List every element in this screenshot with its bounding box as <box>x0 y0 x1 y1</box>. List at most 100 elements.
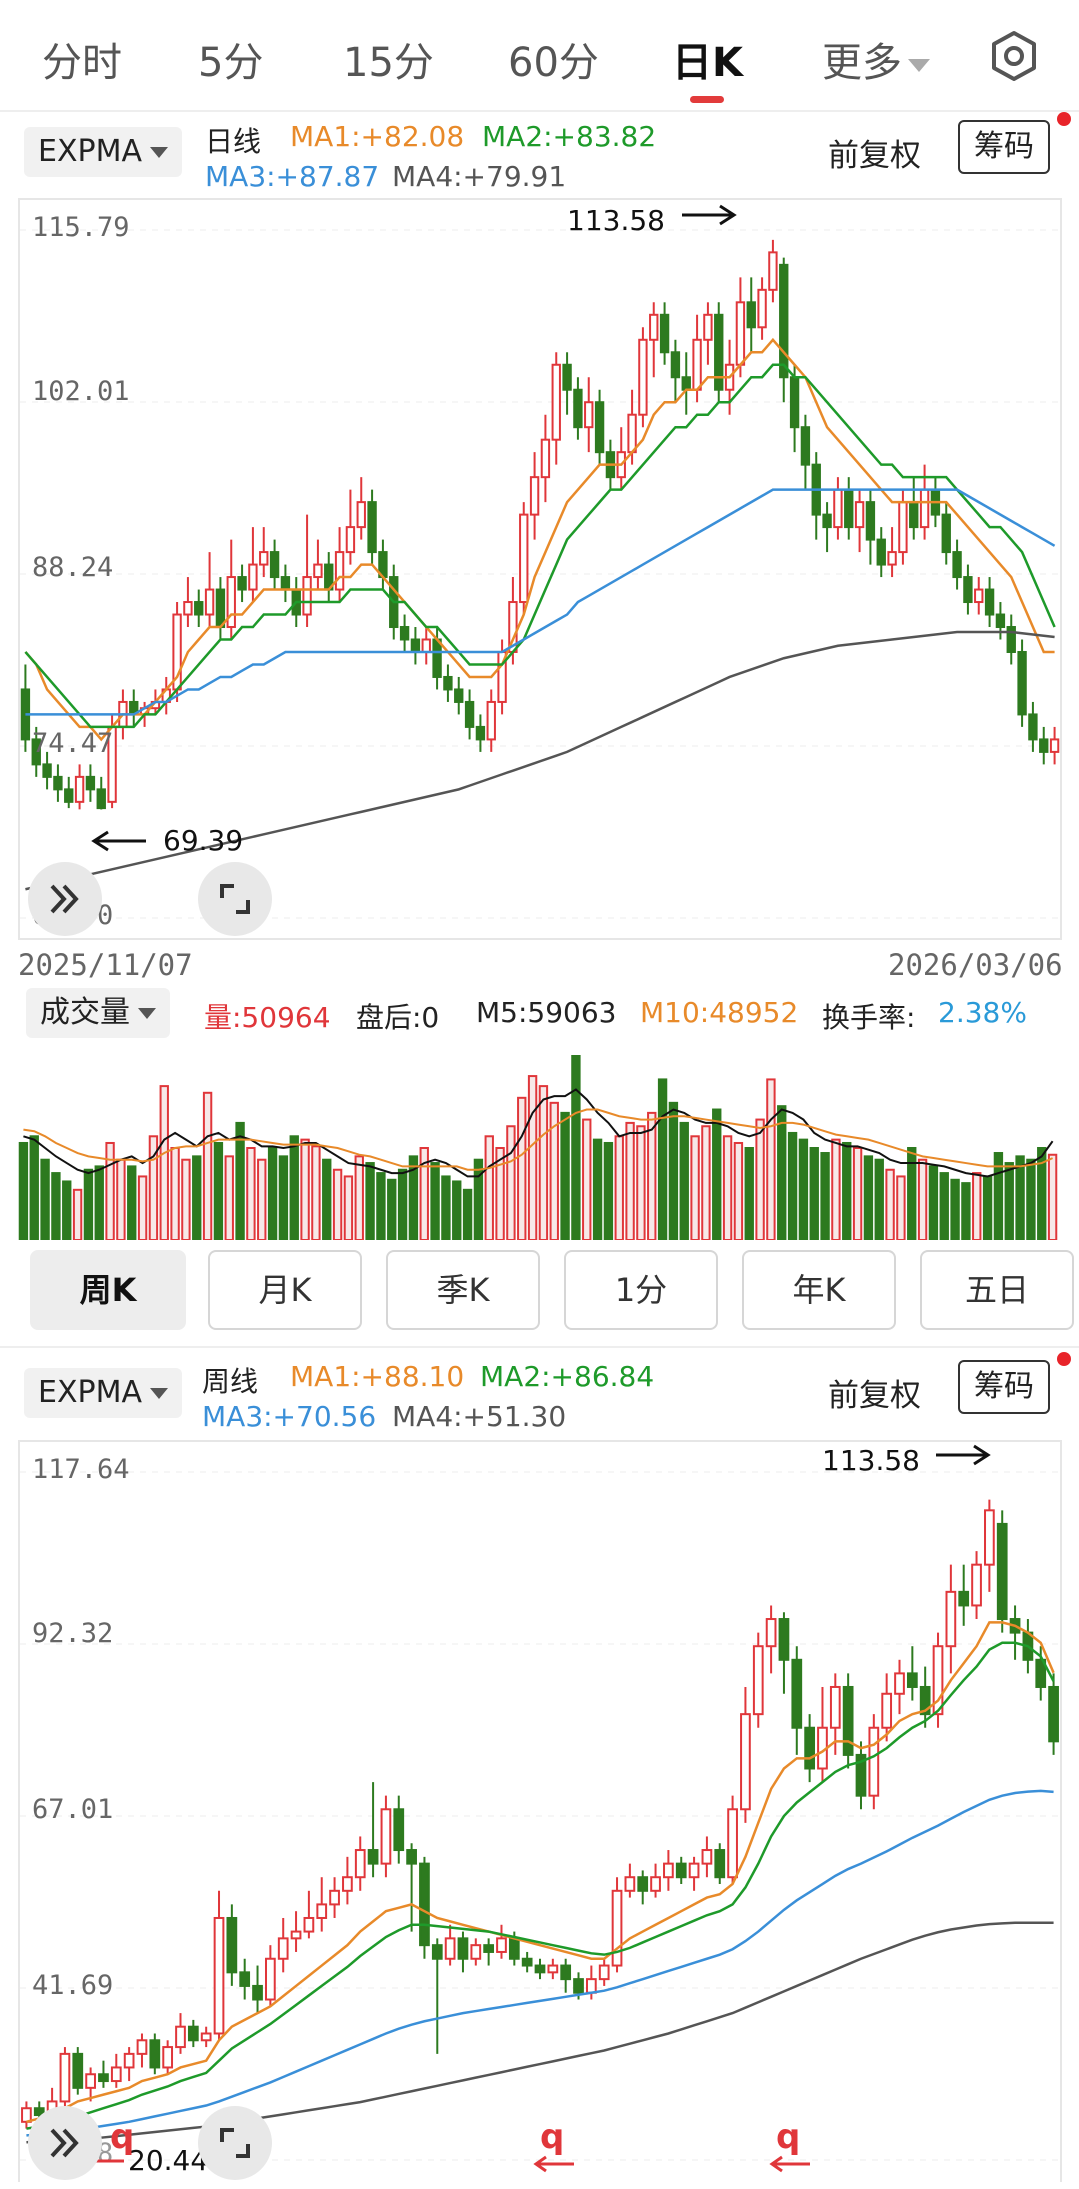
candle-body <box>486 700 496 741</box>
event-marker[interactable]: q <box>106 2120 134 2154</box>
candle-body <box>714 313 724 391</box>
volume-bar <box>809 1147 819 1241</box>
arrow-left-icon <box>769 2155 810 2173</box>
volume-bar <box>787 1131 798 1241</box>
candle-body <box>765 1618 777 1648</box>
tab-60min[interactable]: 60分 <box>508 40 599 86</box>
candle-body <box>611 1889 623 1967</box>
candle-body <box>1017 650 1027 716</box>
volume-indicator-select[interactable]: 成交量 <box>26 988 170 1038</box>
volume-bar <box>928 1165 939 1241</box>
daily-kline-chart[interactable] <box>18 198 1064 940</box>
volume-bar <box>430 1162 440 1241</box>
tab-daily-k[interactable]: 日K <box>672 40 743 86</box>
volume-bar <box>181 1158 191 1241</box>
volume-bar <box>679 1121 689 1241</box>
candle-body <box>470 1944 482 1960</box>
daily-ma3: MA3:+87.87 <box>205 160 380 193</box>
period-1min[interactable]: 1分 <box>564 1250 718 1330</box>
candle-body <box>971 1563 982 1607</box>
volume-bar <box>83 1168 94 1241</box>
candle-body <box>865 501 876 541</box>
volume-bar <box>722 1135 733 1241</box>
tab-5min[interactable]: 5分 <box>198 40 264 86</box>
period-quarterly-k[interactable]: 季K <box>386 1250 540 1330</box>
candle-body <box>519 513 529 604</box>
candle-body <box>226 1916 238 1974</box>
weekly-chips-button[interactable]: 筹码 <box>958 1360 1050 1414</box>
candle-body <box>239 1971 251 1987</box>
arrow-right-icon <box>682 204 737 226</box>
event-marker-label: q <box>540 2117 565 2157</box>
weekly-adjust-option[interactable]: 前复权 <box>828 1378 921 1414</box>
candle-body <box>183 601 193 616</box>
candle-body <box>74 775 85 803</box>
volume-bar <box>657 1078 668 1241</box>
tab-more[interactable]: 更多 <box>822 30 930 88</box>
weekly-indicator-select[interactable]: EXPMA <box>24 1368 183 1418</box>
candle-body <box>844 488 854 529</box>
turnover-rate: 2.38% <box>938 996 1027 1029</box>
volume-bar <box>701 1125 711 1241</box>
candle-body <box>800 426 811 466</box>
candle-body <box>779 263 789 379</box>
candle-body <box>187 2025 199 2042</box>
period-five-day[interactable]: 五日 <box>920 1250 1074 1330</box>
candle-body <box>562 363 572 391</box>
tab-15min[interactable]: 15分 <box>343 40 434 86</box>
volume-indicator-label: 成交量 <box>40 995 130 1030</box>
event-marker[interactable]: q <box>768 2120 812 2178</box>
candle-body <box>393 1808 405 1852</box>
period-weekly-k[interactable]: 周K <box>30 1250 186 1330</box>
candle-body <box>380 1808 392 1865</box>
expand-sidebar-button[interactable] <box>28 2106 102 2180</box>
volume-bar <box>300 1138 310 1241</box>
period-yearly-k[interactable]: 年K <box>742 1250 896 1330</box>
notification-dot <box>1057 1352 1071 1366</box>
candle-body <box>303 1916 315 1933</box>
volume-bar <box>690 1135 700 1241</box>
event-marker-label: q <box>776 2117 801 2157</box>
settings-gear-icon[interactable] <box>988 30 1040 82</box>
volume-bar <box>51 1172 61 1241</box>
candle-body <box>909 501 919 529</box>
weekly-kline-chart[interactable] <box>18 1440 1064 2182</box>
candle-body <box>98 2073 109 2083</box>
volume-bar <box>1004 1162 1014 1241</box>
daily-chips-button[interactable]: 筹码 <box>958 120 1050 174</box>
daily-ma1: MA1:+82.08 <box>290 120 465 153</box>
volume-bar <box>289 1135 299 1241</box>
arrow-left-icon <box>91 830 146 852</box>
candle-body <box>692 338 702 391</box>
fullscreen-button[interactable] <box>198 862 272 936</box>
candle-body <box>354 1849 366 1879</box>
candle-body <box>367 1849 379 1865</box>
weekly-ma2: MA2:+86.84 <box>480 1360 655 1393</box>
daily-indicator-select[interactable]: EXPMA <box>24 127 183 177</box>
daily-y-tick: 102.01 <box>32 376 130 407</box>
daily-adjust-option[interactable]: 前复权 <box>828 138 921 174</box>
expand-sidebar-button[interactable] <box>28 862 102 936</box>
candle-body <box>984 588 995 616</box>
candle-body <box>932 1645 944 1716</box>
volume-bar <box>571 1055 581 1241</box>
candle-body <box>269 551 280 579</box>
candle-body <box>746 301 756 329</box>
fullscreen-button[interactable] <box>198 2106 272 2180</box>
candle-body <box>72 2052 84 2089</box>
volume-chart[interactable] <box>18 1048 1062 1242</box>
candle-body <box>804 1726 815 1770</box>
period-monthly-k[interactable]: 月K <box>208 1250 362 1330</box>
candle-body <box>444 1937 456 1960</box>
volume-bar <box>939 1172 949 1241</box>
volume-bar <box>213 1141 224 1241</box>
candle-body <box>64 788 74 803</box>
tab-intraday[interactable]: 分时 <box>42 40 122 86</box>
volume-bar <box>170 1147 180 1241</box>
weekly-y-tick: 117.64 <box>32 1454 130 1485</box>
tab-more-label: 更多 <box>822 40 902 86</box>
turnover-label: 换手率: <box>822 1001 916 1034</box>
event-marker[interactable]: q <box>532 2120 576 2178</box>
volume-bar <box>614 1135 624 1241</box>
volume-after-hours: 盘后:0 <box>356 1001 440 1034</box>
